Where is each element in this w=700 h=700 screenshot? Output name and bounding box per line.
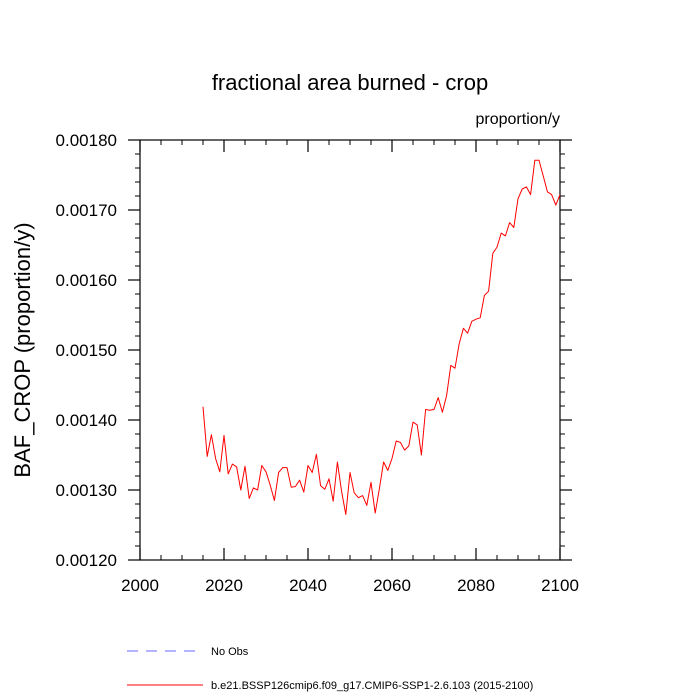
legend: No Obs b.e21.BSSP126cmip6.f09_g17.CMIP6-S…	[127, 646, 533, 692]
x-tick-label: 2100	[541, 576, 579, 595]
y-tick-label: 0.00170	[56, 201, 117, 220]
x-tick-label: 2080	[457, 576, 495, 595]
chart-title: fractional area burned - crop	[212, 70, 488, 95]
plot-frame	[139, 139, 561, 561]
x-tick-label: 2000	[121, 576, 159, 595]
y-tick-label: 0.00130	[56, 481, 117, 500]
x-tick-label: 2020	[205, 576, 243, 595]
legend-label: No Obs	[211, 646, 249, 658]
y-tick-label: 0.00180	[56, 131, 117, 150]
y-tick-label: 0.00140	[56, 411, 117, 430]
series-layer	[202, 159, 561, 515]
x-tick-label: 2060	[373, 576, 411, 595]
tick-labels: 2000 2020 2040 2060 2080 2100 0.00120 0.00130 0.…	[56, 131, 579, 595]
y-axis-label: BAF_CROP (proportion/y)	[10, 222, 35, 477]
y-tick-label: 0.00120	[56, 551, 117, 570]
series-line	[202, 159, 561, 515]
x-tick-label: 2040	[289, 576, 327, 595]
y-tick-label: 0.00150	[56, 341, 117, 360]
y-tick-label: 0.00160	[56, 271, 117, 290]
units-label: proportion/y	[476, 111, 561, 128]
axis-ticks	[128, 139, 572, 561]
legend-label: b.e21.BSSP126cmip6.f09_g17.CMIP6-SSP1-2.…	[211, 680, 533, 692]
